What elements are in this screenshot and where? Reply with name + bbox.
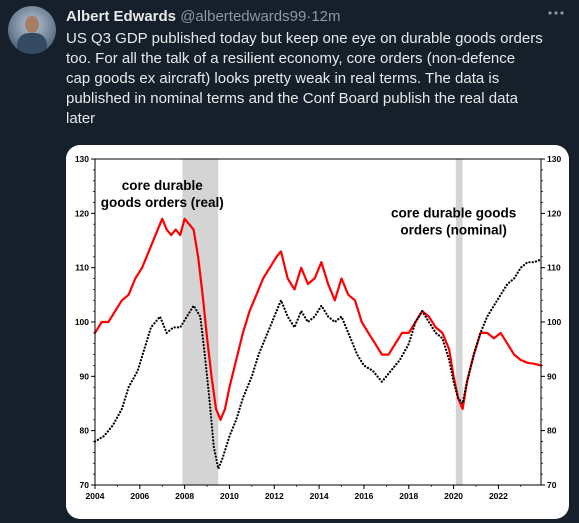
chart-annotations: core durable goods orders (real) core dura… — [101, 178, 517, 238]
series-line-1 — [93, 258, 543, 470]
y-tick-right-label: 130 — [547, 154, 561, 164]
y-tick-left-label: 90 — [80, 371, 90, 381]
y-tick-left-label: 130 — [75, 154, 89, 164]
x-tick-label: 2016 — [354, 491, 373, 501]
tweet-media-chart[interactable]: 130 120 110 100 90 80 70 130 120 110 100 90 80 70 2004… — [66, 145, 569, 519]
x-tick-label: 2006 — [130, 491, 149, 501]
avatar-head — [25, 16, 39, 33]
y-tick-right-label: 120 — [547, 208, 561, 218]
x-tick-label: 2018 — [399, 491, 418, 501]
y-tick-right-label: 110 — [547, 263, 561, 273]
y-tick-left-label: 80 — [80, 426, 90, 436]
y-tick-left-label: 120 — [75, 208, 89, 218]
author-avatar[interactable] — [8, 6, 56, 54]
x-tick-label: 2004 — [86, 491, 105, 501]
tweet-text: US Q3 GDP published today but keep one e… — [66, 30, 543, 127]
x-tick-label: 2010 — [220, 491, 239, 501]
annotation-0-line-0: core durable — [122, 178, 204, 193]
author-handle[interactable]: @albertedwards99 — [180, 8, 307, 25]
x-tick-label: 2020 — [444, 491, 463, 501]
x-tick-label: 2014 — [310, 491, 329, 501]
y-tick-right-label: 70 — [547, 480, 557, 490]
annotation-0-line-1: goods orders (real) — [101, 195, 224, 210]
more-dots-icon — [548, 11, 564, 15]
series-layer — [93, 217, 543, 470]
header-separator: · — [306, 8, 312, 25]
more-icon[interactable] — [545, 4, 567, 26]
x-tick-label: 2008 — [175, 491, 194, 501]
y-tick-right-label: 90 — [547, 371, 557, 381]
chart-axes: 1301201101009080701301201101009080702004… — [75, 154, 562, 501]
avatar-body — [17, 33, 47, 54]
author-name[interactable]: Albert Edwards — [66, 8, 177, 25]
chart-svg: 1301201101009080701301201101009080702004… — [75, 154, 562, 501]
y-tick-right-label: 80 — [547, 426, 557, 436]
y-tick-left-label: 100 — [75, 317, 89, 327]
series-line-0 — [93, 217, 543, 421]
tweet-timestamp[interactable]: 12m — [311, 8, 341, 25]
x-tick-label: 2022 — [489, 491, 508, 501]
x-tick-label: 2012 — [265, 491, 284, 501]
annotation-1-line-0: core durable goods — [391, 206, 516, 221]
y-tick-right-label: 100 — [547, 317, 561, 327]
annotation-1-line-1: orders (nominal) — [400, 223, 507, 238]
shaded-period-1 — [455, 159, 463, 485]
y-tick-left-label: 70 — [80, 480, 90, 490]
y-tick-left-label: 110 — [75, 263, 89, 273]
tweet-header: Albert Edwards @albertedwards99·12m — [66, 7, 549, 27]
